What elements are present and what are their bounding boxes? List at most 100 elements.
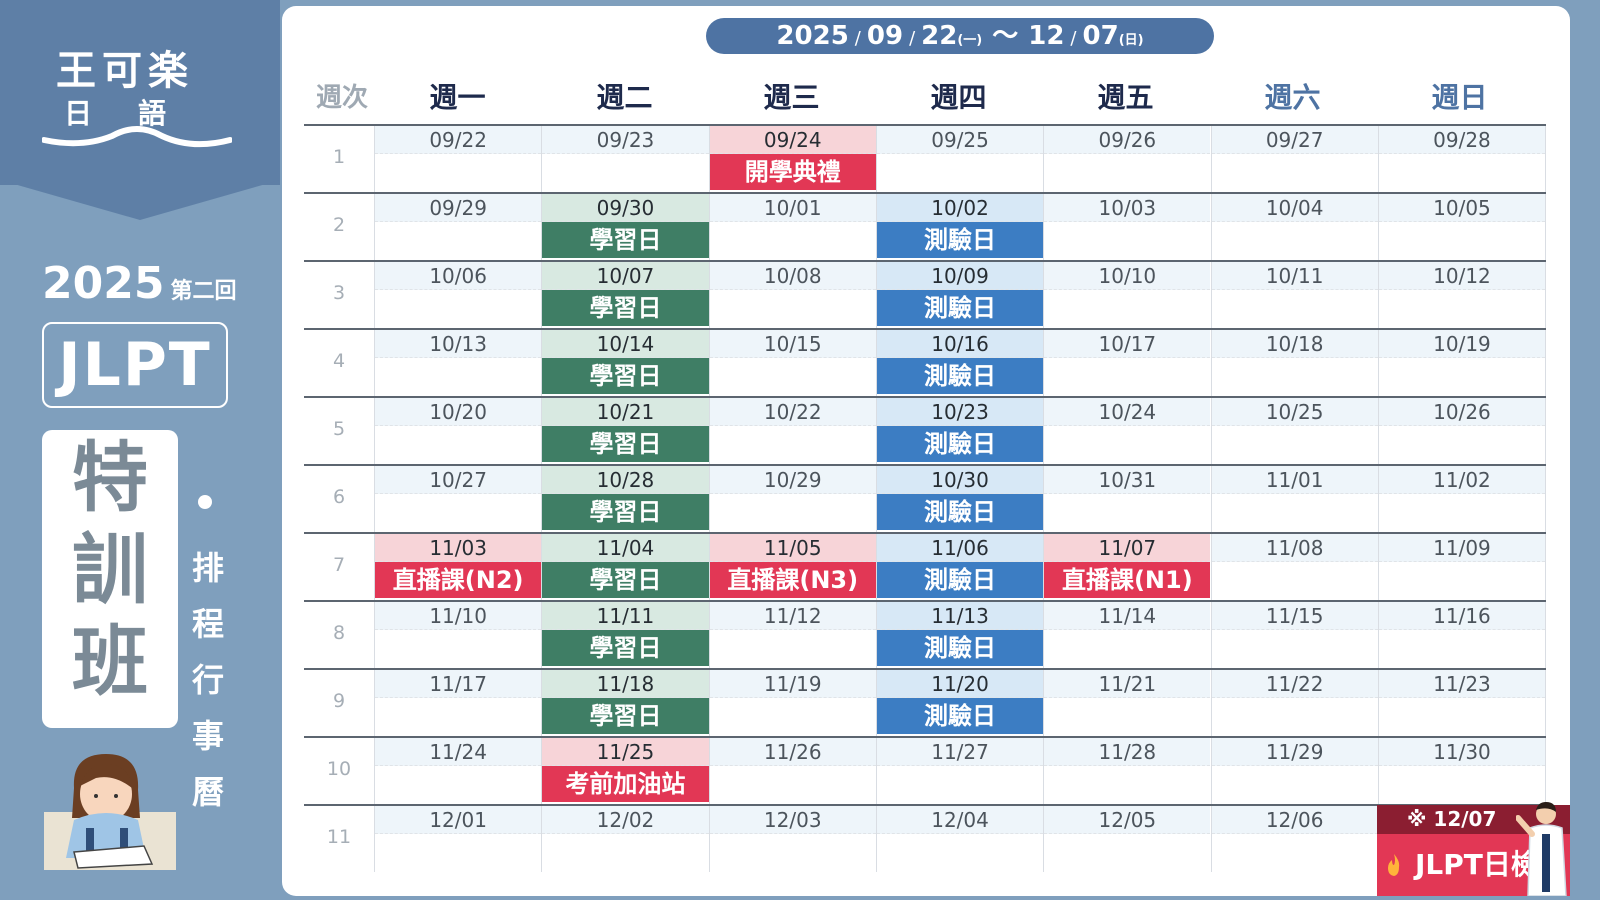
week-divider [304,124,1546,126]
date-cell: 11/28 [1044,738,1211,766]
date-cell: 10/28 [542,466,709,494]
week-divider [304,192,1546,194]
date-cell: 12/02 [542,806,709,834]
event-badge: 測驗日 [876,698,1044,734]
date-cell: 12/05 [1044,806,1211,834]
date-cell: 11/19 [709,670,876,698]
week-number: 1 [332,146,346,168]
subtitle-vertical: 排 程 行 事 曆 [188,540,228,820]
event-badge: 開學典禮 [709,154,876,190]
logo-banner-tip [0,180,280,220]
jlpt-title: JLPT [42,322,228,408]
week-number: 6 [332,486,346,508]
fire-icon [1388,854,1400,876]
date-cell: 11/07 [1044,534,1211,562]
week-divider [304,328,1546,330]
date-cell: 10/31 [1044,466,1211,494]
week-column-header: 週次 [315,83,368,113]
date-cell: 10/02 [876,194,1044,222]
day-header-wed: 週三 [763,81,820,114]
tokkun-char: 訓 [72,525,148,614]
date-cell: 12/04 [876,806,1044,834]
range-start-day: 22 [921,21,958,51]
date-cell: 09/30 [542,194,709,222]
brand-subname: 日語 [64,97,213,130]
date-cell: 11/09 [1378,534,1546,562]
date-cell: 10/01 [709,194,876,222]
range-end-day: 07 [1082,21,1119,51]
date-cell: 10/05 [1378,194,1546,222]
event-badge: 測驗日 [876,222,1044,258]
date-cell: 09/22 [375,126,542,154]
range-end-month: 12 [1028,21,1065,51]
week-number: 2 [332,214,346,236]
date-cell: 10/25 [1211,398,1378,426]
date-cell: 11/02 [1378,466,1546,494]
date-cell: 10/30 [876,466,1044,494]
date-cell: 12/06 [1211,806,1378,834]
date-cell: 09/24 [709,126,876,154]
date-cell: 12/01 [375,806,542,834]
subtitle-char: 程 [191,605,224,643]
event-badge: 測驗日 [876,494,1044,530]
edition-label: 2025 第二回 [42,258,236,309]
event-badge: 學習日 [542,358,709,394]
studying-girl-illustration [44,754,176,870]
date-cell: 10/29 [709,466,876,494]
range-year: 2025 [776,21,849,51]
week-number: 7 [332,554,346,576]
range-start-month: 09 [866,21,904,51]
date-cell: 10/04 [1211,194,1378,222]
date-cell: 11/06 [876,534,1044,562]
week-divider [304,396,1546,398]
event-badge: 學習日 [542,290,709,326]
column-divider [708,124,710,872]
event-badge: 直播課(N3) [709,562,876,598]
week-number: 10 [326,758,352,780]
date-cell: 10/06 [375,262,542,290]
tokkun-box: 特 訓 班 [42,430,178,728]
event-badge: 直播課(N1) [1044,562,1211,598]
event-badge: 學習日 [542,630,709,666]
date-cell: 10/03 [1044,194,1211,222]
week-number: 9 [332,690,346,712]
event-badge: 測驗日 [876,562,1044,598]
date-cell: 11/20 [876,670,1044,698]
date-cell: 11/27 [876,738,1044,766]
range-tilde: 〜 [992,21,1019,51]
date-cell: 10/12 [1378,262,1546,290]
column-divider [374,124,375,872]
tokkun-char: 班 [72,617,148,706]
date-cell: 09/27 [1211,126,1378,154]
day-header-tue: 週二 [596,81,653,114]
column-divider [1043,124,1045,872]
event-badge: 直播課(N2) [375,562,542,598]
week-divider [304,804,1546,806]
date-cell: 10/17 [1044,330,1211,358]
event-badge: 學習日 [542,698,709,734]
day-header-fri: 週五 [1097,81,1154,114]
date-cell: 10/10 [1044,262,1211,290]
event-badge: 考前加油站 [542,766,709,802]
subtitle-char: 排 [191,549,224,587]
date-cell: 11/04 [542,534,709,562]
date-cell: 09/25 [876,126,1044,154]
date-cell: 11/12 [709,602,876,630]
day-header-sat: 週六 [1264,81,1321,114]
brand-name: 王可楽 [56,48,194,94]
day-header-thu: 週四 [930,81,987,114]
range-start-dow: (一) [957,33,983,48]
date-cell: 11/25 [542,738,709,766]
date-cell: 10/13 [375,330,542,358]
date-cell: 11/14 [1044,602,1211,630]
event-badge: 學習日 [542,222,709,258]
week-number: 5 [332,418,346,440]
week-divider [304,736,1546,738]
event-badge: 測驗日 [876,630,1044,666]
date-cell: 09/26 [1044,126,1211,154]
range-end-dow: (日) [1118,33,1144,48]
week-divider [304,532,1546,534]
column-divider [1210,124,1212,872]
week-number: 11 [326,826,352,848]
date-cell: 11/22 [1211,670,1378,698]
